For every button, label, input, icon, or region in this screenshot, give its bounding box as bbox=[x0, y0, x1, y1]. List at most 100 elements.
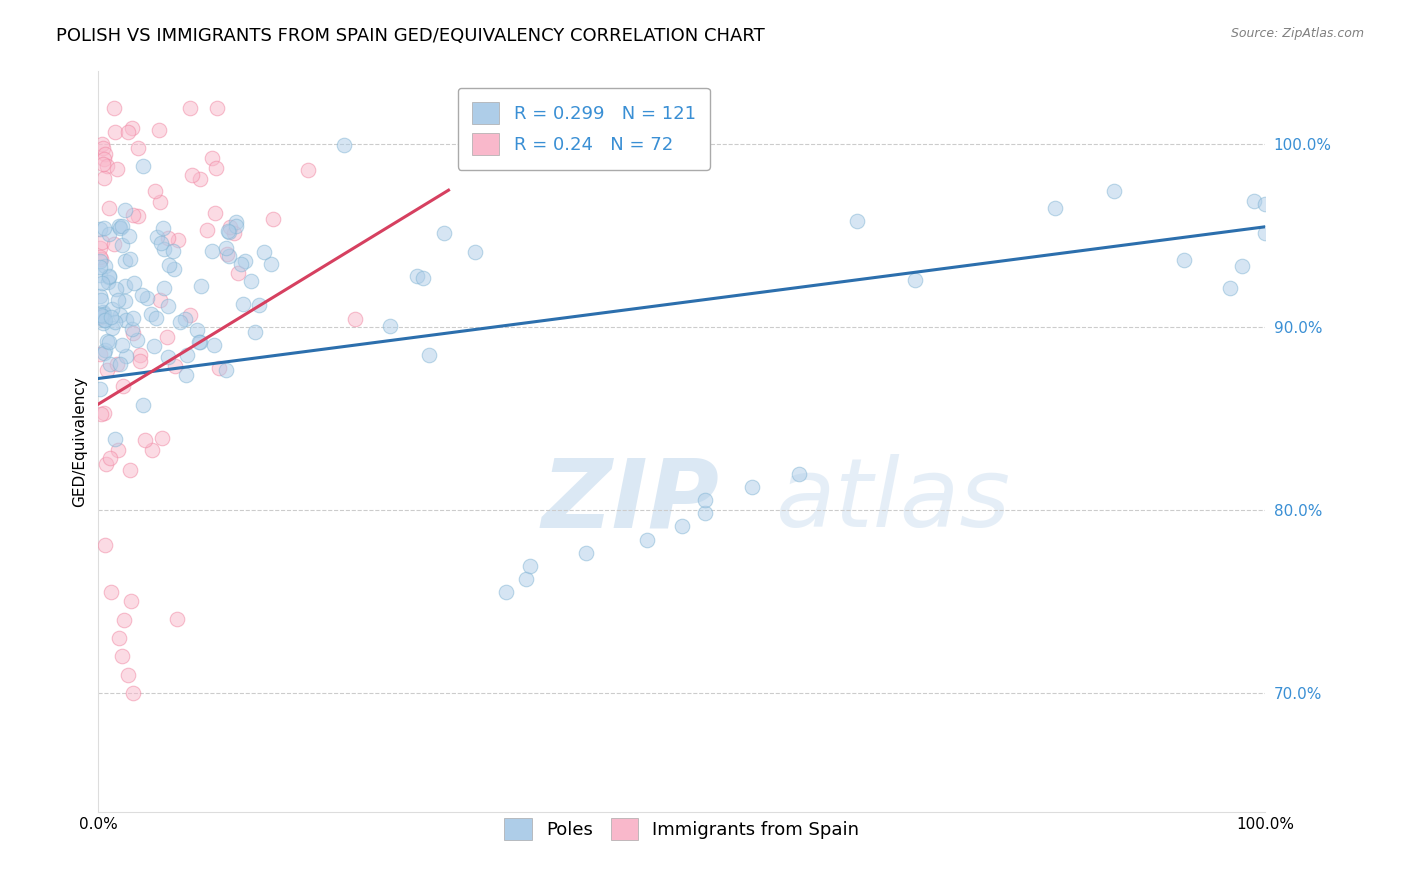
Point bbox=[515, 572, 537, 586]
Point bbox=[228, 266, 250, 280]
Point bbox=[93, 170, 115, 185]
Point bbox=[247, 298, 270, 312]
Point bbox=[179, 308, 201, 322]
Point bbox=[91, 235, 114, 249]
Point bbox=[100, 585, 122, 599]
Point bbox=[111, 649, 134, 664]
Point bbox=[108, 220, 131, 235]
Point bbox=[103, 236, 125, 251]
Point bbox=[495, 585, 517, 599]
Point bbox=[128, 348, 150, 362]
Point bbox=[134, 433, 156, 447]
Point bbox=[174, 312, 197, 326]
Point bbox=[114, 203, 136, 218]
Point bbox=[93, 221, 115, 235]
Point bbox=[108, 219, 131, 234]
Point bbox=[218, 248, 240, 262]
Point bbox=[90, 293, 112, 308]
Point bbox=[114, 253, 136, 268]
Point bbox=[98, 201, 121, 215]
Point bbox=[1243, 194, 1265, 208]
Point bbox=[412, 271, 434, 285]
Point bbox=[846, 214, 869, 228]
Point bbox=[232, 297, 254, 311]
Point bbox=[243, 325, 266, 339]
Point bbox=[105, 282, 128, 296]
Point bbox=[90, 407, 112, 421]
Point bbox=[105, 357, 128, 371]
Point bbox=[128, 354, 150, 368]
Point bbox=[124, 276, 146, 290]
Point bbox=[218, 225, 240, 239]
Point bbox=[121, 120, 143, 135]
Point bbox=[101, 321, 124, 335]
Point bbox=[169, 316, 191, 330]
Point bbox=[89, 251, 111, 265]
Point bbox=[143, 184, 166, 198]
Point bbox=[225, 219, 247, 233]
Point bbox=[464, 245, 486, 260]
Point bbox=[125, 334, 148, 348]
Point bbox=[93, 305, 115, 319]
Point bbox=[344, 312, 367, 326]
Point bbox=[98, 450, 121, 465]
Point bbox=[96, 334, 118, 349]
Point bbox=[94, 313, 117, 327]
Point bbox=[235, 253, 257, 268]
Point bbox=[104, 432, 127, 446]
Point bbox=[90, 308, 112, 322]
Point bbox=[146, 230, 169, 244]
Point bbox=[1045, 201, 1067, 215]
Point bbox=[89, 288, 111, 302]
Point bbox=[103, 101, 125, 115]
Point bbox=[89, 253, 111, 268]
Point bbox=[111, 238, 134, 252]
Point bbox=[695, 492, 717, 507]
Point bbox=[636, 533, 658, 547]
Point bbox=[93, 345, 115, 359]
Point bbox=[132, 397, 155, 411]
Point bbox=[93, 405, 115, 419]
Point bbox=[1254, 226, 1277, 240]
Point bbox=[108, 308, 131, 322]
Point bbox=[418, 348, 440, 362]
Point bbox=[332, 137, 354, 152]
Point bbox=[93, 313, 115, 327]
Point bbox=[89, 260, 111, 274]
Point bbox=[91, 157, 114, 171]
Point bbox=[93, 538, 115, 552]
Point bbox=[695, 506, 717, 520]
Point bbox=[120, 594, 142, 608]
Point bbox=[93, 307, 115, 321]
Point bbox=[121, 326, 143, 340]
Point bbox=[98, 358, 121, 372]
Point bbox=[253, 244, 276, 259]
Point bbox=[100, 310, 122, 325]
Point bbox=[405, 269, 427, 284]
Legend: Poles, Immigrants from Spain: Poles, Immigrants from Spain bbox=[498, 811, 866, 847]
Point bbox=[89, 241, 111, 255]
Point bbox=[118, 228, 141, 243]
Point bbox=[91, 276, 114, 290]
Point bbox=[207, 361, 229, 376]
Point bbox=[1173, 252, 1195, 267]
Point bbox=[176, 348, 198, 362]
Point bbox=[1230, 259, 1253, 273]
Point bbox=[120, 463, 142, 477]
Point bbox=[179, 101, 201, 115]
Point bbox=[89, 222, 111, 236]
Point bbox=[575, 546, 598, 560]
Point bbox=[157, 351, 180, 365]
Point bbox=[225, 215, 247, 229]
Point bbox=[214, 362, 236, 376]
Point bbox=[167, 233, 190, 247]
Point bbox=[97, 269, 120, 284]
Point bbox=[90, 137, 112, 152]
Point bbox=[98, 335, 121, 350]
Point bbox=[741, 480, 763, 494]
Point bbox=[201, 151, 224, 165]
Point bbox=[163, 359, 186, 374]
Point bbox=[217, 224, 239, 238]
Point bbox=[96, 363, 118, 377]
Point bbox=[93, 316, 115, 330]
